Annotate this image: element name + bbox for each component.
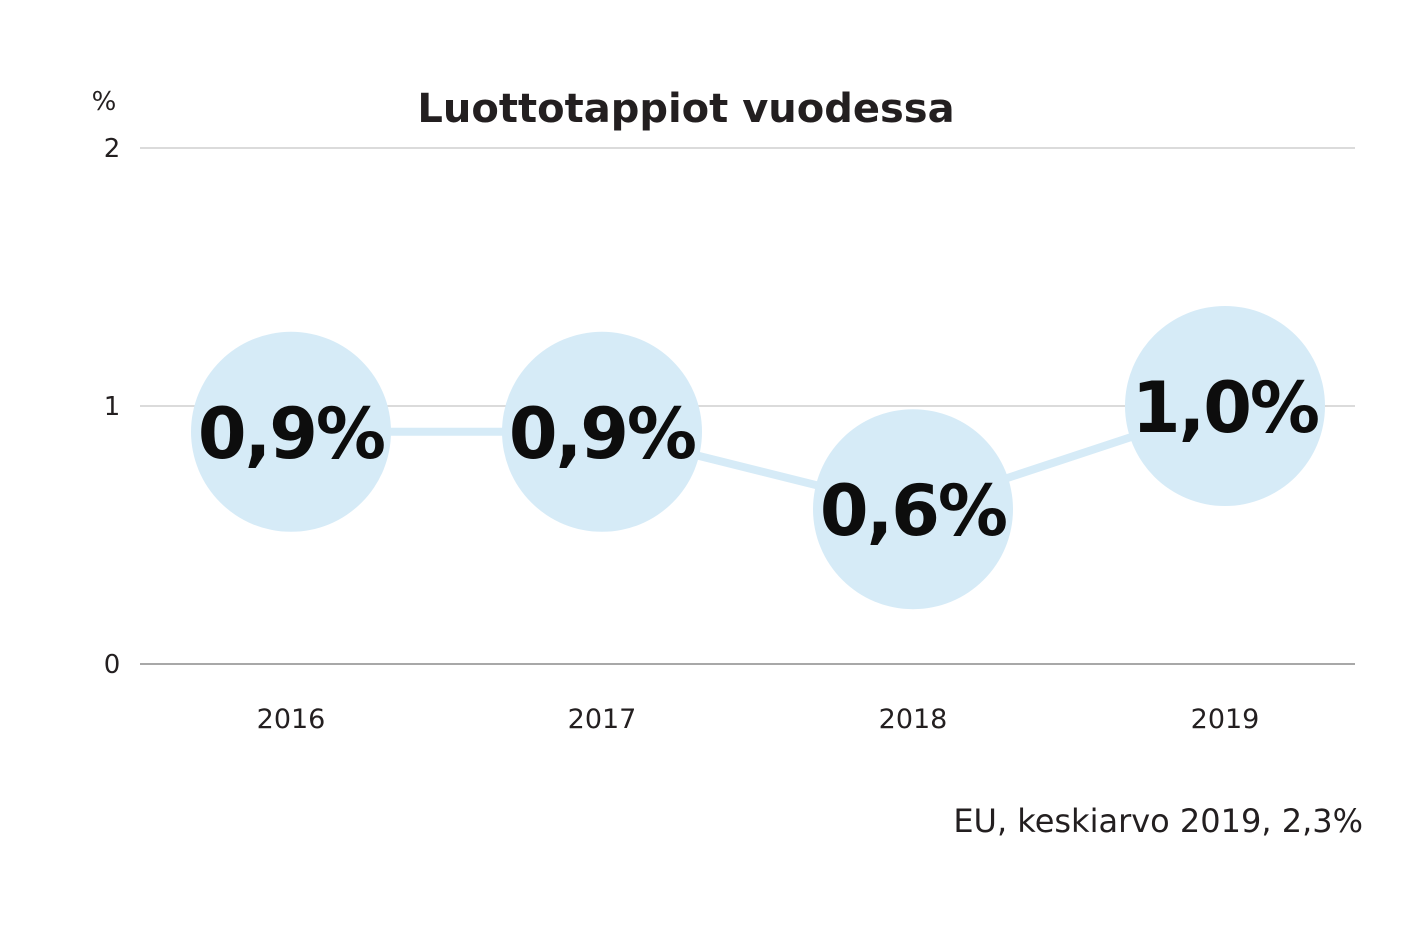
data-label: 0,9%	[509, 393, 695, 475]
data-point-marker	[1125, 306, 1325, 506]
data-point-marker	[813, 409, 1013, 610]
data-point-marker	[191, 331, 391, 532]
x-tick-label: 2017	[568, 704, 637, 735]
y-tick-label: 0	[104, 650, 121, 680]
data-label: 1,0%	[1132, 367, 1318, 449]
y-tick-label: 2	[104, 134, 121, 164]
y-tick-label: 1	[104, 392, 121, 422]
data-labels: 0,9% 0,9% 0,6% 1,0%	[198, 367, 1320, 552]
x-tick-label: 2016	[257, 704, 326, 735]
data-markers	[191, 306, 1325, 610]
eu-average-note: EU, keskiarvo 2019, 2,3%	[953, 802, 1363, 840]
y-axis-ticks: 0 1 2	[104, 134, 121, 680]
data-point-marker	[502, 331, 702, 532]
series-line-group	[287, 402, 1229, 514]
chart-title: Luottotappiot vuodessa	[417, 86, 954, 132]
series-line	[287, 402, 1229, 514]
x-tick-label: 2019	[1191, 704, 1260, 735]
x-tick-label: 2018	[879, 704, 948, 735]
data-label: 0,9%	[198, 393, 384, 475]
y-axis-unit-label: %	[92, 87, 117, 117]
data-label: 0,6%	[820, 470, 1006, 552]
x-axis-ticks: 2016 2017 2018 2019	[257, 704, 1260, 735]
